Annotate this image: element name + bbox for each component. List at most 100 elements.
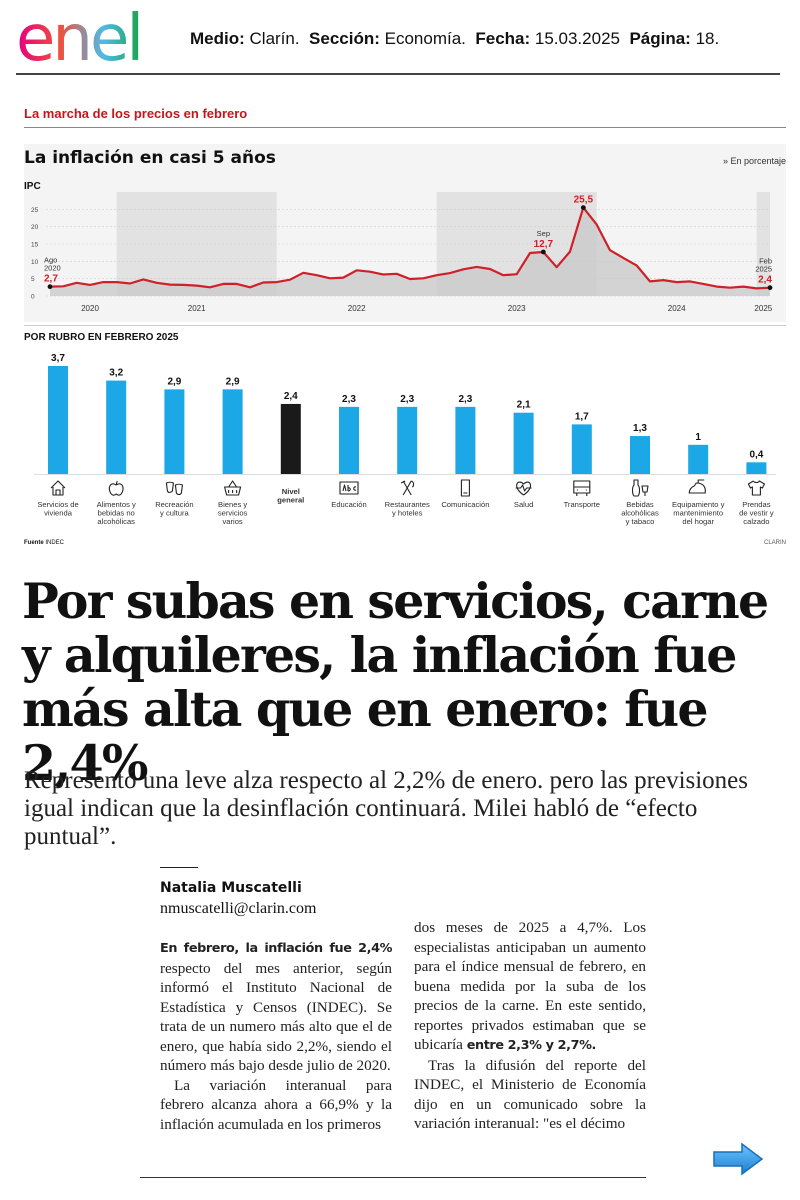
annotation-label: Ago [44, 256, 57, 265]
category-label: Bienes y [218, 500, 247, 509]
category-label: varios [222, 517, 242, 526]
bar-value-label: 1,7 [575, 411, 589, 422]
annotation-label: 2025 [755, 265, 772, 274]
category-label: mantenimiento [673, 508, 723, 517]
bar-value-label: 1,3 [633, 423, 647, 434]
fork-knife-icon [400, 480, 415, 496]
ipc-line [49, 206, 771, 290]
series-label: IPC [24, 181, 41, 192]
annotation-value: 25,5 [574, 195, 594, 206]
fecha-label: Fecha: [475, 29, 531, 48]
chart-title: La inflación en casi 5 años [24, 148, 276, 168]
bar [280, 403, 301, 474]
bar-section-divider [24, 325, 786, 326]
footer-divider [140, 1177, 646, 1178]
x-tick-label: 2024 [668, 304, 686, 313]
x-tick-label: 2021 [188, 304, 206, 313]
bar-value-label: 2,9 [167, 376, 181, 387]
annotation-marker [767, 285, 773, 291]
bar [513, 412, 534, 474]
bar-value-label: 0,4 [749, 449, 763, 460]
bar-chart-title: POR RUBRO EN FEBRERO 2025 [24, 332, 179, 343]
bar [746, 462, 767, 474]
bus-icon [573, 480, 591, 496]
category-label: Prendas [742, 500, 770, 509]
right-arrow-icon[interactable] [712, 1142, 764, 1176]
category-label: general [277, 495, 304, 504]
chart-source: Fuente INDEC [24, 540, 64, 546]
category-label: y cultura [160, 508, 189, 517]
x-tick-label: 2023 [508, 304, 526, 313]
category-label: alcohólicas [97, 517, 135, 526]
category-label: alcohólicas [621, 508, 659, 517]
seccion-label: Sección: [309, 29, 380, 48]
logo-wordmark: enel [16, 6, 141, 68]
apple-icon [108, 480, 124, 496]
category-label: Alimentos y [97, 500, 136, 509]
category-label: calzado [743, 517, 769, 526]
heart-pulse-icon [515, 481, 532, 496]
x-tick-label: 2025 [754, 304, 772, 313]
paragraph-2: La variación interanual para febrero alc… [160, 1076, 392, 1133]
category-label: Educación [331, 500, 366, 509]
phone-icon [460, 479, 470, 497]
forecast-range: entre 2,3% y 2,7%. [466, 1038, 597, 1053]
fecha-value: 15.03.2025 [534, 29, 620, 48]
bar [630, 436, 650, 474]
bar-value-label: 2,4 [284, 391, 298, 402]
bar [222, 389, 243, 474]
category-label: Transporte [564, 500, 600, 509]
bar-value-label: 2,3 [342, 394, 356, 405]
medio-label: Medio: [190, 29, 245, 48]
annotation-value: 2,4 [758, 275, 772, 286]
category-label: Salud [514, 500, 533, 509]
bar [688, 444, 709, 474]
source-label: Fuente [24, 540, 44, 546]
y-tick-label: 20 [31, 224, 39, 231]
author-name: Natalia Muscatelli [160, 880, 302, 896]
bar [571, 424, 592, 474]
theater-masks-icon [165, 481, 183, 496]
category-label: Servicios de [37, 500, 78, 509]
unit-note: » En porcentaje [722, 156, 786, 166]
medio-value: Clarín. [249, 29, 300, 48]
bar-value-label: 1 [695, 432, 701, 443]
annotation-value: 12,7 [534, 239, 554, 250]
headline: Por subas en servicios, carne y alquiler… [22, 572, 769, 792]
category-label: bebidas no [98, 508, 135, 517]
body-column-2: dos meses de 2025 a 4,7%. Los especialis… [414, 918, 646, 1134]
bar [455, 406, 476, 474]
annotation-label: Dic [578, 192, 589, 194]
iron-icon [688, 479, 706, 494]
bar-value-label: 2,3 [458, 394, 472, 405]
shopping-basket-icon [224, 480, 242, 496]
category-label: y tabaco [626, 517, 655, 526]
category-label: Restaurantes [385, 500, 430, 509]
bar-value-label: 2,9 [226, 376, 240, 387]
lead-bold: En febrero, la inflación fue 2,4% [160, 941, 392, 956]
category-label: Comunicación [441, 500, 489, 509]
paragraph-2-continued: dos meses de 2025 a 4,7%. Los especialis… [414, 918, 646, 1056]
ipc-area [50, 207, 770, 296]
bar [339, 406, 359, 474]
category-label: servicios [218, 508, 248, 517]
annotation-label: 2020 [44, 264, 61, 273]
source-value: INDEC [45, 540, 65, 546]
y-tick-label: 0 [31, 294, 35, 301]
seccion-value: Economía. [384, 29, 466, 48]
enel-logo: enel [16, 6, 144, 68]
bar-value-label: 2,1 [517, 400, 531, 411]
category-label: Bebidas [626, 500, 654, 509]
category-label: Recreación [155, 500, 193, 509]
deck: Representó una leve alza respecto al 2,2… [24, 767, 749, 850]
bar [164, 389, 185, 474]
bar [397, 406, 418, 474]
category-label: y hoteles [392, 508, 423, 517]
paragraph-3: Tras la difusión del reporte del INDEC, … [414, 1056, 646, 1133]
bar-value-label: 3,2 [109, 368, 123, 379]
pagina-label: Página: [629, 29, 691, 48]
category-label: del hogar [682, 517, 714, 526]
publication-meta: Medio: Clarín. Sección: Economía. Fecha:… [190, 29, 719, 49]
